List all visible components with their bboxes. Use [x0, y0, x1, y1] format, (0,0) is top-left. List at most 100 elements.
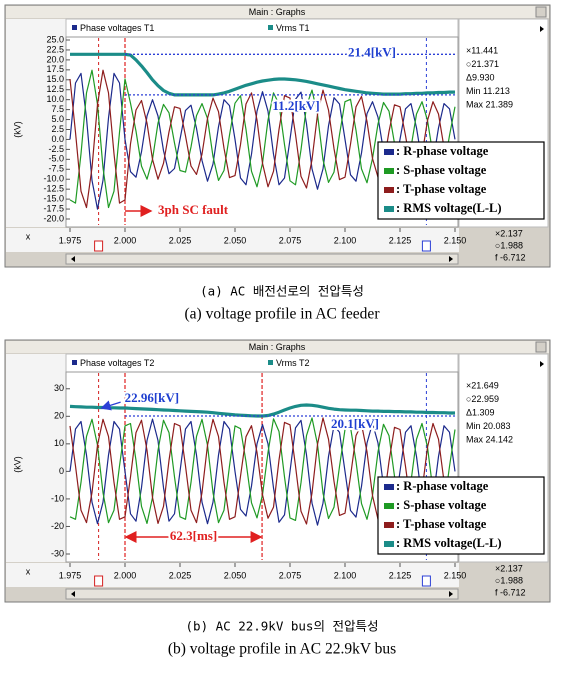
x-tick-label: 2.050	[224, 235, 247, 245]
y-tick-label: 10	[54, 438, 64, 448]
scroll-bar	[65, 253, 459, 265]
readout: Max 24.142	[466, 434, 513, 444]
interval-label: 62.3[ms]	[170, 528, 217, 543]
x-tick-label: 2.125	[389, 570, 412, 580]
readout: Δ1.309	[466, 407, 495, 417]
legend-entry: : RMS voltage(L-L)	[396, 201, 502, 215]
x-tick-label: 2.075	[279, 570, 302, 580]
cursor-delta: f -6.712	[495, 252, 526, 262]
cursor-handle	[94, 575, 104, 587]
panel-arrow	[540, 361, 544, 367]
x-tick-label: 1.975	[59, 570, 82, 580]
legend-swatch	[384, 168, 394, 174]
x-tick-label: 2.125	[389, 235, 412, 245]
legend-box	[377, 476, 545, 555]
series-line	[70, 52, 455, 97]
legend-swatch	[384, 187, 394, 193]
legend-entry: : T-phase voltage	[396, 517, 487, 531]
scroll-arrow	[449, 256, 453, 262]
cursor-readout: ○1.988	[495, 575, 523, 585]
y-tick-label: 25.0	[46, 34, 64, 44]
y-tick-label: -15.0	[43, 193, 64, 203]
y-axis-label: (kV)	[12, 121, 22, 138]
series-line	[69, 417, 456, 525]
legend-entry: : RMS voltage(L-L)	[396, 536, 502, 550]
legend-swatch	[384, 522, 394, 528]
readout: Min 20.083	[466, 421, 511, 431]
x-tick-label: 2.000	[114, 235, 137, 245]
title-bar	[6, 6, 549, 18]
x-tick-label: 2.050	[224, 570, 247, 580]
x-tick-label: 2.100	[334, 570, 357, 580]
readout: ×21.649	[466, 380, 499, 390]
x-tick-label: 2.075	[279, 235, 302, 245]
cursor-delta: f -6.712	[495, 587, 526, 597]
y-tick-label: 5.0	[51, 114, 64, 124]
y-tick-label: -30	[51, 548, 64, 558]
panel-arrow	[540, 26, 544, 32]
y-tick-label: 0	[59, 466, 64, 476]
title-button	[535, 6, 547, 18]
legend-entry: : S-phase voltage	[396, 498, 487, 512]
title-button	[535, 341, 547, 353]
scroll-arrow	[71, 256, 75, 262]
legend-swatch	[384, 149, 394, 155]
cursor-readout: ×2.137	[495, 228, 523, 238]
x-tick-label: 2.150	[444, 235, 467, 245]
y-tick-label: -10.0	[43, 174, 64, 184]
y-tick-label: 20.0	[46, 54, 64, 64]
scroll-bar	[65, 588, 459, 600]
x-tick-label: 1.975	[59, 235, 82, 245]
cursor-readout: ○1.988	[495, 240, 523, 250]
left-strip	[6, 354, 66, 562]
y-tick-label: -10	[51, 493, 64, 503]
cursor-handle	[94, 240, 104, 252]
y-tick-label: -12.5	[43, 184, 64, 194]
y-tick-label: 30	[54, 383, 64, 393]
readout: ×11.441	[466, 45, 498, 55]
x-axis-label: x	[26, 566, 31, 576]
y-tick-label: -20.0	[43, 213, 64, 223]
channel-label: Phase voltages T1	[80, 23, 154, 33]
caption: (a) voltage profile in AC feeder	[185, 306, 381, 323]
caption-native: (b) AC 22.9kV bus의 전압특성	[186, 619, 379, 634]
scroll-arrow	[449, 591, 453, 597]
readout: ○21.371	[466, 59, 499, 69]
legend-entry: : S-phase voltage	[396, 163, 487, 177]
window-title: Main : Graphs	[249, 342, 306, 352]
ref-label: 21.4[kV]	[348, 44, 396, 59]
y-tick-label: 2.5	[51, 124, 64, 134]
y-tick-label: 0.0	[51, 134, 64, 144]
series-line	[69, 69, 456, 209]
channel-label: Vrms T1	[276, 23, 310, 33]
ref-label: 20.1[kV]	[331, 416, 379, 431]
x-axis-label: x	[26, 231, 31, 241]
legend-entry: : T-phase voltage	[396, 182, 487, 196]
cursor-handle	[421, 575, 431, 587]
y-tick-label: 10.0	[46, 94, 64, 104]
x-axis-strip	[6, 563, 459, 587]
y-tick-label: 7.5	[51, 104, 64, 114]
annotation-label: 22.96[kV]	[125, 390, 180, 405]
y-tick-label: -2.5	[48, 144, 64, 154]
legend-box	[377, 141, 545, 220]
ref-label: 11.2[kV]	[272, 98, 319, 113]
readout: ○22.959	[466, 394, 499, 404]
channel-label: Vrms T2	[276, 358, 310, 368]
channel-label: Phase voltages T2	[80, 358, 154, 368]
cursor-readout: ×2.137	[495, 563, 523, 573]
legend-swatch	[384, 503, 394, 509]
readout: Max 21.389	[466, 99, 513, 109]
x-tick-label: 2.025	[169, 235, 192, 245]
caption-native: (a) AC 배전선로의 전압특성	[200, 284, 364, 299]
channel-swatch	[72, 360, 77, 365]
channel-swatch	[72, 25, 77, 30]
y-tick-label: 22.5	[46, 44, 64, 54]
x-tick-label: 2.025	[169, 570, 192, 580]
caption: (b) voltage profile in AC 22.9kV bus	[168, 641, 396, 658]
y-tick-label: 12.5	[46, 84, 64, 94]
x-axis-strip	[6, 228, 459, 252]
legend-swatch	[384, 206, 394, 212]
legend-entry: : R-phase voltage	[396, 144, 489, 158]
